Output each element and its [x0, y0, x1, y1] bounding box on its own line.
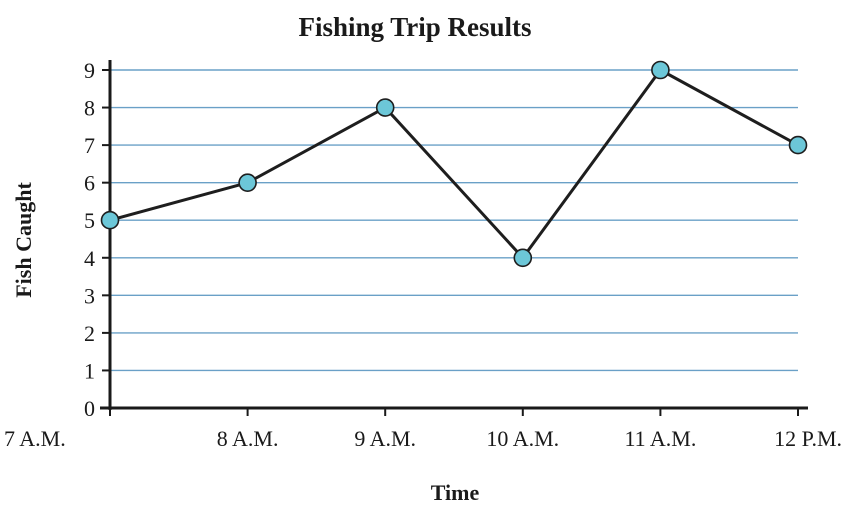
y-tick-label: 1	[84, 358, 95, 383]
data-point	[238, 173, 257, 192]
x-tick-label: 9 A.M.	[354, 426, 416, 451]
y-tick-label: 2	[84, 321, 95, 346]
x-tick-label: 7 A.M.	[4, 426, 66, 451]
x-tick-label: 8 A.M.	[217, 426, 279, 451]
series-line	[109, 68, 799, 260]
y-tick-label: 9	[84, 58, 95, 83]
y-tick-label: 3	[84, 283, 95, 308]
data-point	[100, 210, 120, 230]
y-tick-label: 5	[84, 208, 95, 233]
data-point	[788, 135, 808, 155]
y-tick-label: 0	[84, 396, 95, 421]
y-axis-label: Fish Caught	[11, 182, 36, 298]
y-tick-label: 7	[84, 133, 95, 158]
y-tick-label: 8	[84, 96, 95, 121]
data-point	[375, 98, 395, 117]
chart-title: Fishing Trip Results	[298, 12, 531, 42]
y-tick-label: 6	[84, 171, 95, 196]
data-point	[513, 248, 533, 268]
data-points	[100, 60, 808, 268]
y-axis-ticks: 0 1 2 3 4 5 6 7 8 9	[84, 58, 110, 421]
data-point	[651, 60, 670, 80]
x-axis-ticks: 7 A.M. 8 A.M. 9 A.M. 10 A.M. 11 A.M. 12 P.M.	[4, 408, 842, 451]
y-tick-label: 4	[84, 246, 95, 271]
x-tick-label: 12 P.M.	[774, 426, 842, 451]
x-tick-label: 10 A.M.	[486, 426, 559, 451]
gridlines	[110, 69, 798, 372]
x-tick-label: 11 A.M.	[624, 426, 696, 451]
x-axis-label: Time	[431, 480, 480, 505]
